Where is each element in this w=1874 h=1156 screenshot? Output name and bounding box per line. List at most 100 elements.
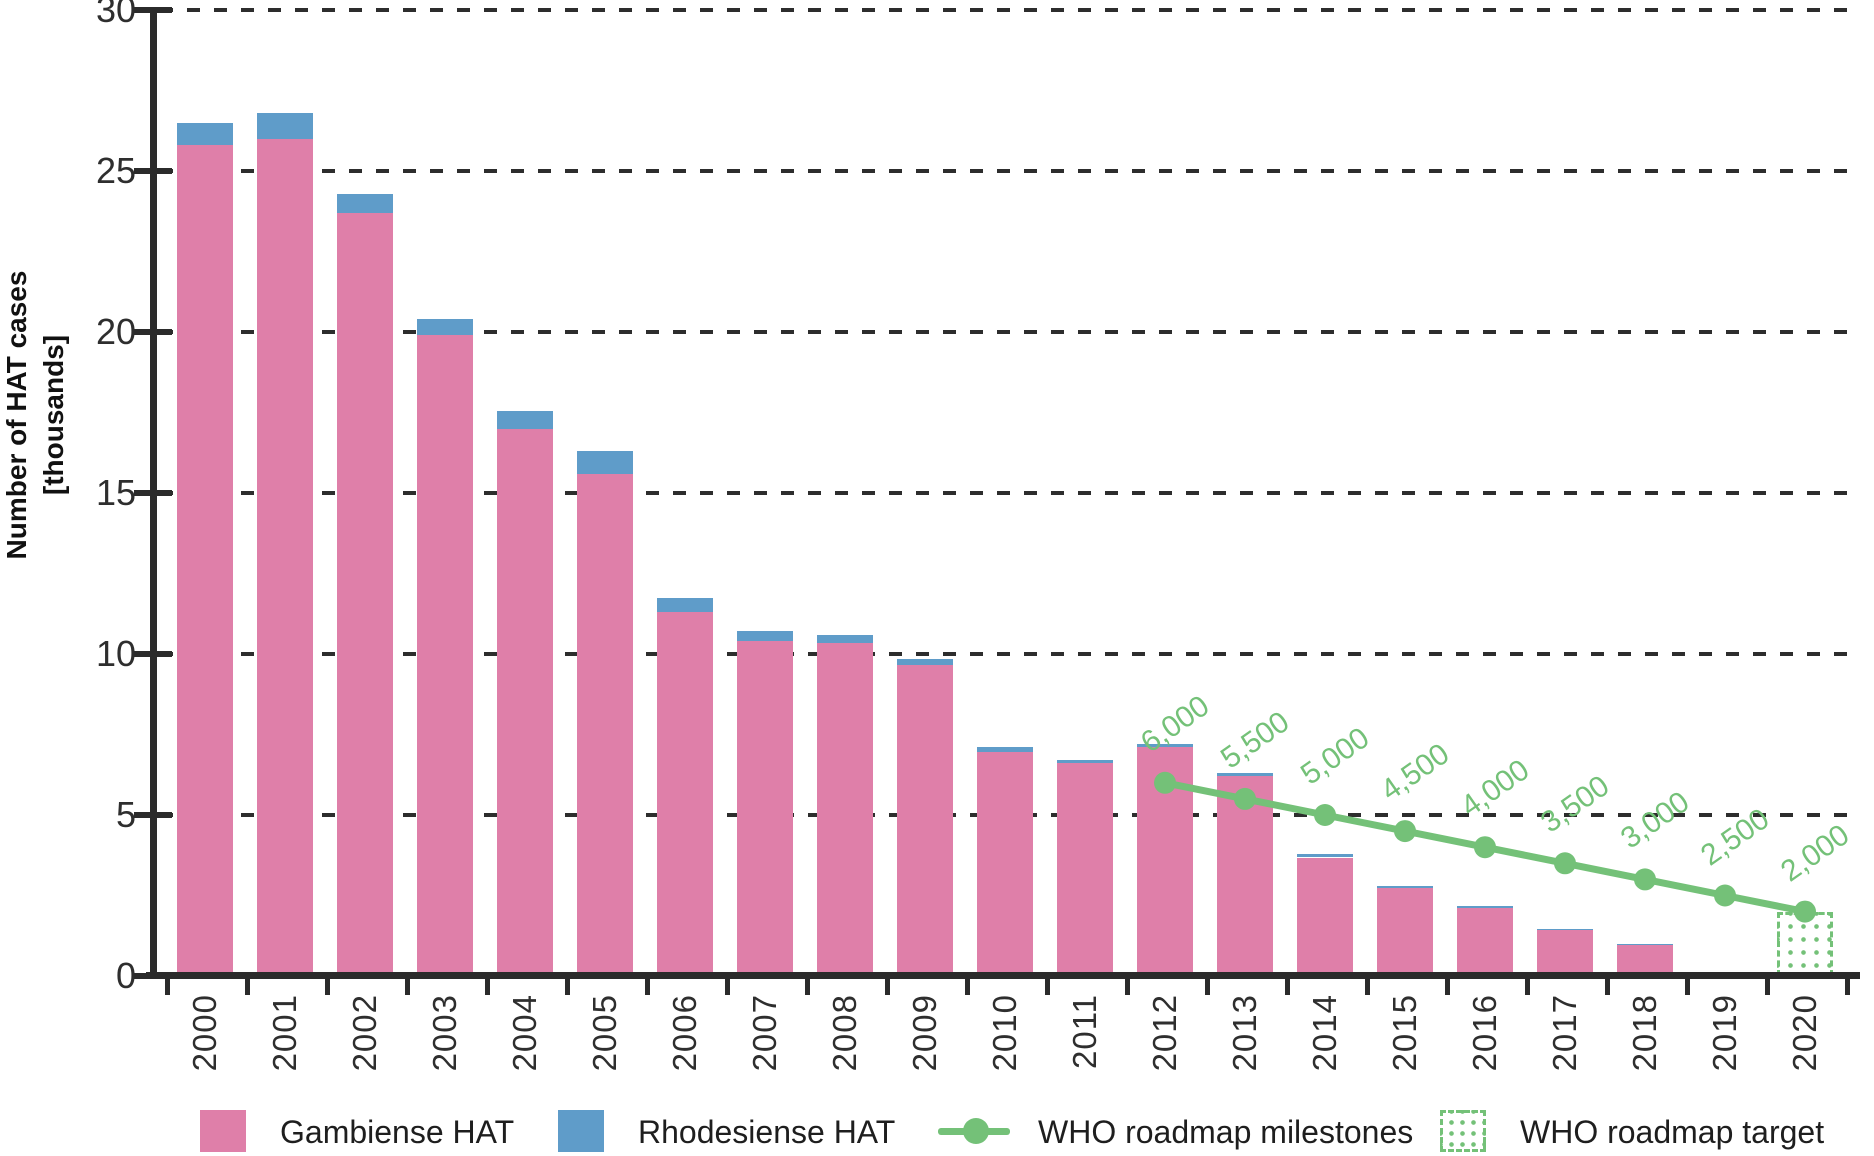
x-tick-label-2002: 2002 (343, 994, 387, 1114)
bar-rhodesiense-2017 (1537, 929, 1593, 931)
bar-gambiense-2017 (1537, 930, 1593, 976)
y-tick-label-20: 20 (95, 311, 136, 352)
x-tick-0 (165, 979, 170, 995)
year-label-text: 2020 (1786, 994, 1823, 1072)
bar-gambiense-2000 (177, 145, 233, 976)
year-label-text: 2010 (986, 994, 1023, 1072)
target-swatch-icon (1440, 1110, 1486, 1152)
year-label-text: 2002 (346, 994, 383, 1072)
bar-rhodesiense-2005 (577, 451, 633, 474)
year-label-text: 2012 (1146, 994, 1183, 1072)
x-tick-label-2000: 2000 (183, 994, 227, 1114)
year-label-text: 2008 (826, 994, 863, 1072)
x-tick-20 (1765, 979, 1770, 995)
x-tick-11 (1045, 979, 1050, 995)
bar-rhodesiense-2012 (1137, 744, 1193, 748)
x-tick-label-2008: 2008 (823, 994, 867, 1114)
gridline-20 (160, 330, 1858, 334)
year-label-text: 2009 (906, 994, 943, 1072)
milestone-point-2016 (1474, 836, 1496, 859)
year-label-text: 2018 (1626, 994, 1663, 1072)
y-tick-10 (134, 651, 172, 657)
legend-label-gambiense: Gambiense HAT (280, 1114, 515, 1150)
gridline-15 (160, 491, 1858, 495)
x-tick-label-2014: 2014 (1303, 994, 1347, 1114)
bar-gambiense-2009 (897, 665, 953, 976)
x-tick-2 (325, 979, 330, 995)
x-tick-label-2015: 2015 (1383, 994, 1427, 1114)
x-tick-15 (1365, 979, 1370, 995)
y-tick-25 (134, 168, 172, 174)
x-tick-label-2017: 2017 (1543, 994, 1587, 1114)
year-label-text: 2019 (1706, 994, 1743, 1072)
y-tick-label-10: 10 (95, 633, 136, 674)
year-label-text: 2006 (666, 994, 703, 1072)
year-label-text: 2007 (746, 994, 783, 1072)
y-tick-20 (134, 329, 172, 335)
bar-rhodesiense-2015 (1377, 885, 1433, 889)
bar-rhodesiense-2006 (657, 597, 713, 613)
y-axis-title-line1: Number of HAT cases (1, 270, 32, 560)
x-tick-label-2004: 2004 (503, 994, 547, 1114)
x-tick-label-2003: 2003 (423, 994, 467, 1114)
y-tick-0 (134, 973, 172, 979)
gridline-25 (160, 169, 1858, 173)
bar-gambiense-2005 (577, 473, 633, 976)
milestone-point-2018 (1634, 868, 1656, 891)
bar-rhodesiense-2000 (177, 122, 233, 146)
milestone-point-2014 (1314, 804, 1336, 826)
y-tick-label-5: 5 (115, 794, 136, 835)
x-tick-16 (1445, 979, 1450, 995)
milestone-point-2015 (1394, 820, 1416, 843)
bar-rhodesiense-2002 (337, 193, 393, 213)
year-label-text: 2000 (186, 994, 223, 1072)
y-tick-label-30: 30 (95, 0, 136, 30)
bar-gambiense-2001 (257, 138, 313, 976)
x-tick-3 (405, 979, 410, 995)
bar-rhodesiense-2011 (1057, 760, 1113, 764)
x-tick-label-2007: 2007 (743, 994, 787, 1114)
bar-gambiense-2002 (337, 212, 393, 976)
bar-rhodesiense-2004 (497, 410, 553, 429)
bar-gambiense-2003 (417, 335, 473, 976)
bar-gambiense-2008 (817, 642, 873, 976)
bar-rhodesiense-2007 (737, 631, 793, 642)
bar-rhodesiense-2018 (1617, 944, 1673, 946)
bar-gambiense-2018 (1617, 945, 1673, 976)
x-tick-label-2009: 2009 (903, 994, 947, 1114)
x-tick-21 (1845, 979, 1850, 995)
plot-area: 6,000 5,500 5,000 4,500 4,000 3,500 3,000 2,500… (148, 8, 1860, 976)
year-label-text: 2003 (426, 994, 463, 1072)
legend-label-target: WHO roadmap target (1520, 1114, 1825, 1150)
year-label-text: 2016 (1466, 994, 1503, 1072)
year-label-text: 2014 (1306, 994, 1343, 1072)
x-axis-line (146, 972, 1860, 979)
year-label-text: 2011 (1066, 994, 1103, 1069)
x-tick-label-2016: 2016 (1463, 994, 1507, 1114)
bar-gambiense-2004 (497, 428, 553, 976)
x-tick-7 (725, 979, 730, 995)
bar-rhodesiense-2016 (1457, 906, 1513, 909)
x-tick-label-2010: 2010 (983, 994, 1027, 1114)
year-label-text: 2005 (586, 994, 623, 1072)
bar-rhodesiense-2008 (817, 634, 873, 643)
bar-gambiense-2006 (657, 612, 713, 976)
bar-gambiense-2014 (1297, 857, 1353, 976)
x-tick-label-2011: 2011 (1063, 994, 1107, 1114)
legend-label-rhodesiense: Rhodesiense HAT (638, 1114, 896, 1150)
x-tick-12 (1125, 979, 1130, 995)
milestone-point-2020 (1794, 900, 1816, 923)
x-tick-10 (965, 979, 970, 995)
milestone-point-2013 (1234, 787, 1256, 810)
x-tick-label-2019: 2019 (1703, 994, 1747, 1114)
x-tick-label-2012: 2012 (1143, 994, 1187, 1114)
milestone-dot-icon (963, 1118, 989, 1144)
y-tick-5 (134, 812, 172, 818)
x-tick-14 (1285, 979, 1290, 995)
rhodesiense-swatch-icon (558, 1110, 604, 1152)
bar-rhodesiense-2003 (417, 319, 473, 336)
x-tick-5 (565, 979, 570, 995)
x-tick-18 (1605, 979, 1610, 995)
x-tick-19 (1685, 979, 1690, 995)
